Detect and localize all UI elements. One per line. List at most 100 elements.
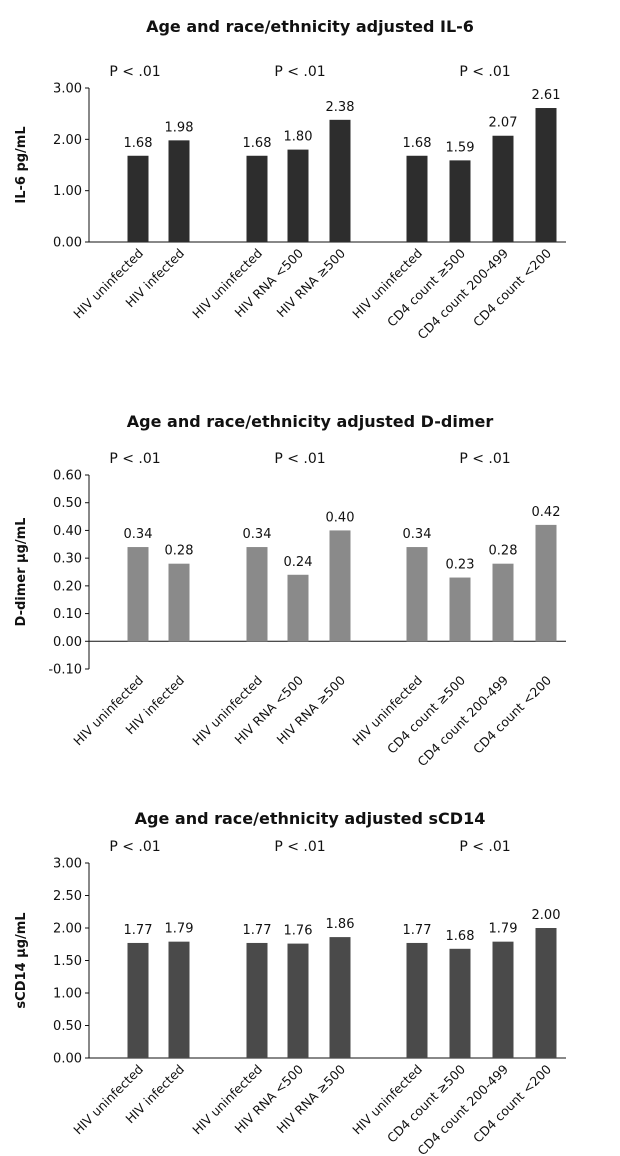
y-tick-label: 0.10 [53,607,82,622]
x-category-label: HIV uninfected [70,246,146,322]
p-value-label: P < .01 [109,839,160,855]
y-tick-label: 0.00 [53,236,82,251]
x-category-label: CD4 count ≥500 [384,1061,468,1145]
bar [492,563,514,642]
bar-value-label: 1.86 [326,917,355,932]
y-tick-label: 0.30 [53,552,82,567]
y-tick-label: 0.50 [53,1019,82,1034]
bar [329,530,351,642]
y-tick-label: 3.00 [53,857,82,872]
bar [127,547,149,642]
chart-title: Age and race/ethnicity adjusted D-dimer [127,412,494,431]
bar-value-label: 1.68 [124,136,153,151]
bar [535,524,557,642]
x-category-label: HIV uninfected [70,1062,146,1138]
bar-value-label: 1.59 [446,140,475,155]
bar-value-label: 1.77 [403,923,432,938]
x-category-label: HIV uninfected [70,673,146,749]
x-category-label: CD4 count ≥500 [384,672,468,756]
d-dimer-chart: Age and race/ethnicity adjusted D-dimer D… [14,412,566,769]
bar [406,547,428,642]
x-category-label: CD4 count <200 [470,672,554,756]
bar [127,155,149,242]
bar-value-label: 0.34 [243,527,272,542]
bar [246,547,268,642]
p-value-label: P < .01 [274,64,325,80]
p-value-label: P < .01 [274,451,325,467]
bar-value-label: 1.68 [446,929,475,944]
bar [449,948,471,1058]
scd14-chart: Age and race/ethnicity adjusted sCD14 sCD… [14,809,566,1156]
y-tick-label: 0.60 [53,469,82,484]
bar [406,942,428,1058]
bar-value-label: 2.00 [532,908,561,923]
y-tick-label: 0.00 [53,635,82,650]
x-category-label: HIV uninfected [189,673,265,749]
bar-value-label: 0.24 [284,555,313,570]
y-tick-label: -0.10 [48,663,82,678]
bar-value-label: 1.80 [284,130,313,145]
bar-value-label: 2.38 [326,100,355,115]
x-category-label: HIV uninfected [189,246,265,322]
bar [492,941,514,1058]
bar-value-label: 0.34 [403,527,432,542]
y-tick-label: 0.00 [53,1052,82,1067]
bar [535,108,557,243]
bar [127,942,149,1058]
y-tick-label: 2.00 [53,922,82,937]
bar-value-label: 1.77 [243,923,272,938]
y-tick-label: 0.50 [53,496,82,511]
bar [329,937,351,1058]
bar-value-label: 1.79 [165,922,194,937]
y-tick-label: 2.50 [53,889,82,904]
bar [246,155,268,242]
chart-title: Age and race/ethnicity adjusted sCD14 [135,809,486,828]
bar-value-label: 0.34 [124,527,153,542]
bar [535,928,557,1058]
bar-value-label: 1.79 [489,922,518,937]
bar [168,563,190,642]
x-category-label: HIV uninfected [189,1062,265,1138]
y-tick-label: 1.00 [53,184,82,199]
x-category-label: CD4 count ≥500 [384,245,468,329]
bar-value-label: 0.42 [532,505,561,520]
bar [449,577,471,642]
y-tick-label: 0.20 [53,579,82,594]
y-axis-label: IL-6 pg/mL [14,126,29,203]
p-value-label: P < .01 [459,839,510,855]
bar [492,135,514,242]
p-value-label: P < .01 [459,451,510,467]
bar [287,149,309,242]
bar-value-label: 2.61 [532,88,561,103]
x-category-label: CD4 count <200 [470,245,554,329]
bar-value-label: 1.68 [403,136,432,151]
bar [329,119,351,242]
il6-chart: Age and race/ethnicity adjusted IL-6 IL-6… [14,17,566,342]
y-axis-label: sCD14 µg/mL [14,912,29,1008]
bar [287,943,309,1058]
y-tick-label: 1.00 [53,987,82,1002]
bar-value-label: 0.28 [165,544,194,559]
chart-title: Age and race/ethnicity adjusted IL-6 [146,17,474,36]
p-value-label: P < .01 [459,64,510,80]
bar [168,140,190,242]
bar [449,160,471,242]
y-tick-label: 2.00 [53,133,82,148]
y-tick-label: 1.50 [53,954,82,969]
y-tick-label: 3.00 [53,82,82,97]
bar-value-label: 1.77 [124,923,153,938]
bar-value-label: 1.98 [165,120,194,135]
bar [168,941,190,1058]
bar-value-label: 0.28 [489,544,518,559]
bar-value-label: 0.23 [446,558,475,573]
bar-value-label: 1.76 [284,924,313,939]
p-value-label: P < .01 [274,839,325,855]
bar-value-label: 2.07 [489,116,518,131]
y-axis-label: D-dimer µg/mL [14,518,29,627]
bar-value-label: 1.68 [243,136,272,151]
bar-value-label: 0.40 [326,510,355,525]
bar [246,942,268,1058]
y-tick-label: 0.40 [53,524,82,539]
bar [287,574,309,642]
